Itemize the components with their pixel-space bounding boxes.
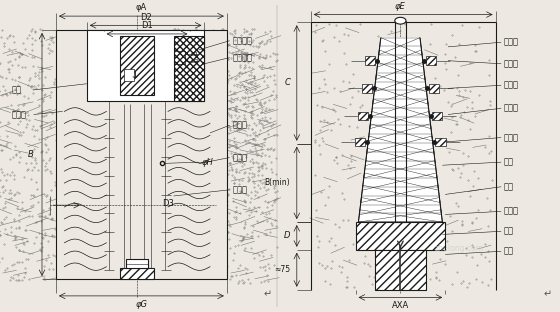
Text: φG: φG — [136, 300, 147, 309]
Text: 锚垫板: 锚垫板 — [11, 110, 26, 119]
Text: B: B — [28, 150, 34, 159]
Bar — [174, 36, 204, 101]
Text: φA: φA — [136, 3, 147, 12]
Text: 波纹管: 波纹管 — [232, 153, 248, 162]
Text: 压板: 压板 — [504, 247, 514, 256]
Bar — [120, 36, 154, 95]
Text: D: D — [283, 232, 290, 241]
Bar — [429, 84, 439, 93]
Bar — [126, 259, 148, 268]
Bar — [356, 222, 445, 250]
Text: 锚板: 锚板 — [504, 182, 514, 191]
Text: C1: C1 — [190, 52, 199, 57]
Text: 工作夹片: 工作夹片 — [232, 36, 253, 45]
Bar — [362, 84, 372, 93]
Text: B(min): B(min) — [264, 178, 290, 188]
Text: ↵: ↵ — [263, 289, 272, 299]
Text: 螺旋筋: 螺旋筋 — [504, 81, 519, 90]
Text: 螺栓: 螺栓 — [504, 227, 514, 236]
Text: 螺母: 螺母 — [504, 158, 514, 167]
Text: 钢绞线: 钢绞线 — [504, 133, 519, 142]
Text: D3: D3 — [162, 199, 174, 208]
Text: 工作锚板: 工作锚板 — [232, 53, 253, 62]
Text: ≈75: ≈75 — [274, 265, 290, 274]
Ellipse shape — [395, 17, 406, 24]
Text: D1: D1 — [141, 21, 153, 30]
Bar — [432, 112, 442, 120]
Bar — [87, 30, 204, 101]
Bar — [56, 30, 227, 279]
Bar — [375, 250, 426, 290]
Bar — [124, 69, 134, 81]
Text: C2: C2 — [190, 59, 199, 64]
Text: 波纹管: 波纹管 — [504, 38, 519, 47]
Bar — [120, 268, 154, 279]
Polygon shape — [358, 38, 442, 222]
Text: 螺母: 螺母 — [11, 85, 21, 95]
Text: C: C — [284, 79, 290, 87]
Text: 张压头: 张压头 — [504, 207, 519, 216]
Text: φH: φH — [202, 158, 213, 167]
Text: ↵: ↵ — [543, 289, 552, 299]
Text: 钢绞线: 钢绞线 — [232, 185, 248, 194]
Text: D2: D2 — [140, 13, 151, 22]
Bar — [426, 56, 436, 65]
Bar — [358, 112, 368, 120]
Bar — [365, 56, 375, 65]
Text: 灌浆管: 灌浆管 — [504, 104, 519, 113]
Text: 螺旋筋: 螺旋筋 — [232, 121, 248, 130]
Text: AXA: AXA — [392, 301, 409, 310]
Text: zhulong.com: zhulong.com — [435, 244, 484, 253]
Bar — [355, 138, 365, 146]
Bar — [436, 138, 446, 146]
Text: 约束圈: 约束圈 — [504, 59, 519, 68]
Text: φE: φE — [395, 2, 406, 11]
